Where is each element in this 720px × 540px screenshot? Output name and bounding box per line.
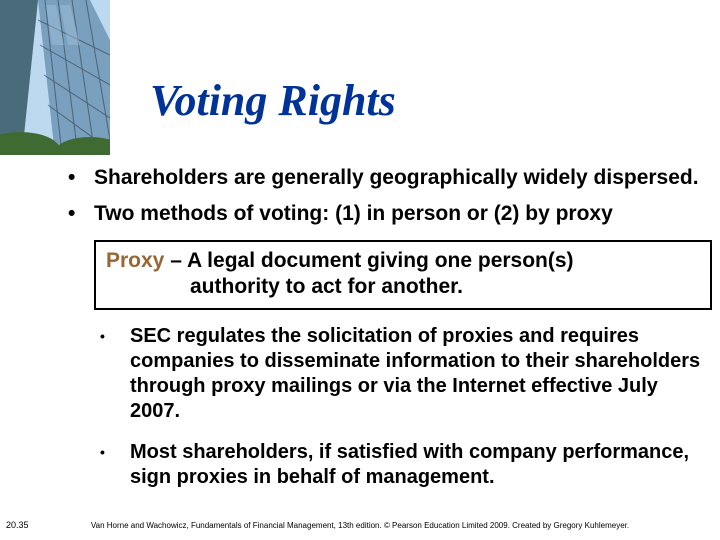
footer-citation: Van Horne and Wachowicz, Fundamentals of… — [0, 521, 720, 530]
definition-dash: – — [164, 249, 187, 272]
slide-title: Voting Rights — [150, 78, 396, 124]
decor-building-image — [0, 0, 110, 155]
sub-bullet-item: Most shareholders, if satisfied with com… — [94, 440, 712, 490]
sub-bullet-item: SEC regulates the solicitation of proxie… — [94, 324, 712, 424]
definition-term: Proxy — [106, 249, 164, 272]
bullet-item: Shareholders are generally geographicall… — [60, 165, 712, 191]
definition-line2: authority to act for another. — [106, 274, 700, 300]
slide-body: Shareholders are generally geographicall… — [60, 165, 712, 506]
top-bullet-list: Shareholders are generally geographicall… — [60, 165, 712, 228]
sub-bullet-list: SEC regulates the solicitation of proxie… — [94, 324, 712, 490]
slide: Voting Rights Shareholders are generally… — [0, 0, 720, 540]
definition-box: Proxy – A legal document giving one pers… — [94, 240, 712, 311]
definition-line1: A legal document giving one person(s) — [187, 249, 574, 272]
bullet-item: Two methods of voting: (1) in person or … — [60, 201, 712, 227]
